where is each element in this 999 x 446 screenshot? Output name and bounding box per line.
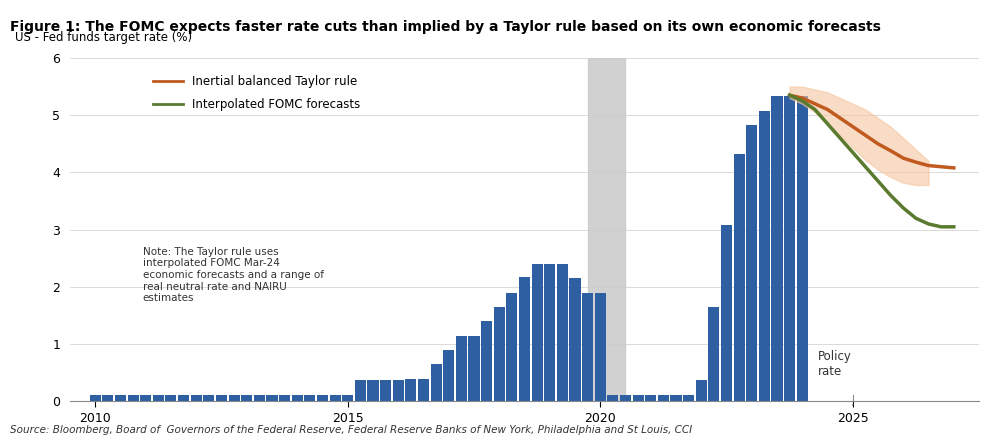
Bar — [683, 395, 694, 401]
Bar — [456, 335, 467, 401]
Bar — [620, 395, 631, 401]
Bar — [140, 395, 151, 401]
Bar — [556, 264, 567, 401]
Bar — [645, 395, 656, 401]
Text: Note: The Taylor rule uses
interpolated FOMC Mar-24
economic forecasts and a ran: Note: The Taylor rule uses interpolated … — [143, 247, 324, 303]
Bar — [368, 380, 379, 401]
Bar — [733, 153, 744, 401]
Bar — [102, 395, 113, 401]
Legend: Inertial balanced Taylor rule, Interpolated FOMC forecasts: Inertial balanced Taylor rule, Interpola… — [149, 71, 366, 116]
Bar — [241, 395, 253, 401]
Bar — [444, 350, 455, 401]
Bar — [153, 395, 164, 401]
Bar — [342, 395, 354, 401]
Bar — [216, 395, 227, 401]
Bar — [695, 380, 707, 401]
Bar — [431, 364, 442, 401]
Bar — [178, 395, 189, 401]
Bar — [544, 264, 555, 401]
Bar — [380, 380, 392, 401]
Bar — [670, 395, 681, 401]
Bar — [469, 335, 480, 401]
Bar — [330, 395, 341, 401]
Bar — [90, 395, 101, 401]
Bar — [721, 225, 732, 401]
Bar — [418, 379, 429, 401]
Bar — [203, 395, 215, 401]
Bar — [569, 278, 580, 401]
Bar — [279, 395, 290, 401]
Bar — [267, 395, 278, 401]
Bar — [229, 395, 240, 401]
Bar — [305, 395, 316, 401]
Bar — [406, 379, 417, 401]
Bar — [759, 111, 770, 401]
Bar — [582, 293, 593, 401]
Bar — [518, 277, 530, 401]
Text: Figure 1: The FOMC expects faster rate cuts than implied by a Taylor rule based : Figure 1: The FOMC expects faster rate c… — [10, 20, 881, 34]
Bar — [771, 96, 782, 401]
Bar — [482, 321, 493, 401]
Bar — [128, 395, 139, 401]
Bar — [784, 96, 795, 401]
Bar — [317, 395, 328, 401]
Bar — [531, 264, 542, 401]
Bar — [506, 293, 517, 401]
Bar — [587, 58, 625, 401]
Bar — [657, 395, 669, 401]
Bar — [796, 96, 808, 401]
Text: Source: Bloomberg, Board of  Governors of the Federal Reserve, Federal Reserve B: Source: Bloomberg, Board of Governors of… — [10, 425, 692, 435]
Bar — [494, 307, 504, 401]
Text: Policy
rate: Policy rate — [817, 350, 851, 378]
Bar — [355, 380, 366, 401]
Bar — [166, 395, 177, 401]
Bar — [746, 125, 757, 401]
Bar — [191, 395, 202, 401]
Bar — [393, 380, 404, 401]
Bar — [292, 395, 303, 401]
Bar — [254, 395, 265, 401]
Bar — [632, 395, 643, 401]
Text: US - Fed funds target rate (%): US - Fed funds target rate (%) — [15, 31, 193, 44]
Bar — [708, 307, 719, 401]
Bar — [607, 395, 618, 401]
Bar — [115, 395, 126, 401]
Bar — [594, 293, 605, 401]
